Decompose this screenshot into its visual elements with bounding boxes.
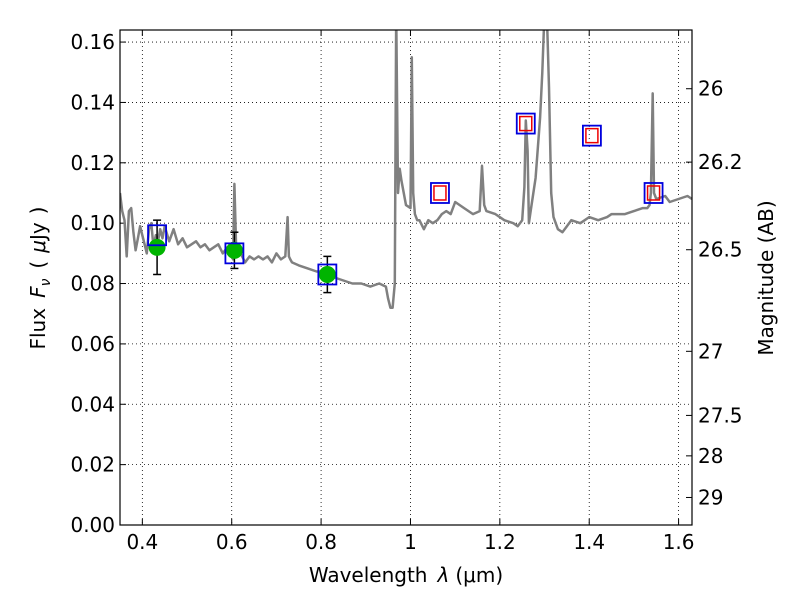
y2-axis-label: Magnitude (AB) xyxy=(754,200,778,355)
y-tick-label: 0.08 xyxy=(70,272,115,296)
observed-point xyxy=(318,265,336,283)
synthetic-square xyxy=(430,182,450,204)
synthetic-square xyxy=(317,263,338,286)
y2-tick-label: 28 xyxy=(698,444,723,468)
y-tick-label: 0.10 xyxy=(70,211,115,235)
axis-ticks xyxy=(120,30,692,526)
y2-tick-label: 29 xyxy=(698,485,723,509)
y-axis-label: FluxFν(μJy) xyxy=(26,206,54,349)
y2-tick-label: 26 xyxy=(698,77,723,101)
x-axis-label: Wavelength λ (μm) xyxy=(309,563,503,587)
y-tick-label: 0.06 xyxy=(70,332,115,356)
y-tick-label: 0.12 xyxy=(70,151,115,175)
x-tick-label: 0.6 xyxy=(216,530,248,554)
y-tick-label: 0.02 xyxy=(70,453,115,477)
grid xyxy=(120,30,692,526)
y2-tick-label: 26.2 xyxy=(698,150,743,174)
x-tick-label: 1.2 xyxy=(484,530,516,554)
x-tick-label: 0.4 xyxy=(126,530,158,554)
model-square xyxy=(433,185,447,201)
model-square xyxy=(646,185,661,201)
x-tick-label: 1 xyxy=(404,530,417,554)
synthetic-square xyxy=(147,224,167,247)
x-tick-label: 1.6 xyxy=(663,530,695,554)
plot-frame xyxy=(119,29,693,526)
observed-point xyxy=(148,238,166,256)
y-tick-label: 0.00 xyxy=(70,513,115,537)
spectrum-line xyxy=(120,30,692,309)
y-tick-label: 0.14 xyxy=(70,90,115,114)
tick-labels: 0.4 0.6 0.8 1 1.2 1.4 1.6 0.00 0.02 0.04 0.06 0.08 0… xyxy=(70,30,742,554)
y-tick-label: 0.04 xyxy=(70,392,115,416)
synthetic-square xyxy=(582,124,602,147)
model-square xyxy=(585,127,599,144)
y2-tick-label: 27.5 xyxy=(698,403,743,427)
y2-tick-label: 26.5 xyxy=(698,238,743,262)
y-tick-label: 0.16 xyxy=(70,30,115,54)
plot-area xyxy=(120,30,692,309)
synthetic-square xyxy=(643,182,664,204)
y2-tick-label: 27 xyxy=(698,339,723,363)
synthetic-square xyxy=(224,242,245,265)
synthetic-square xyxy=(515,112,536,135)
x-tick-label: 0.8 xyxy=(305,530,337,554)
model-square xyxy=(519,115,533,132)
observed-point xyxy=(225,241,243,259)
x-tick-label: 1.4 xyxy=(573,530,605,554)
